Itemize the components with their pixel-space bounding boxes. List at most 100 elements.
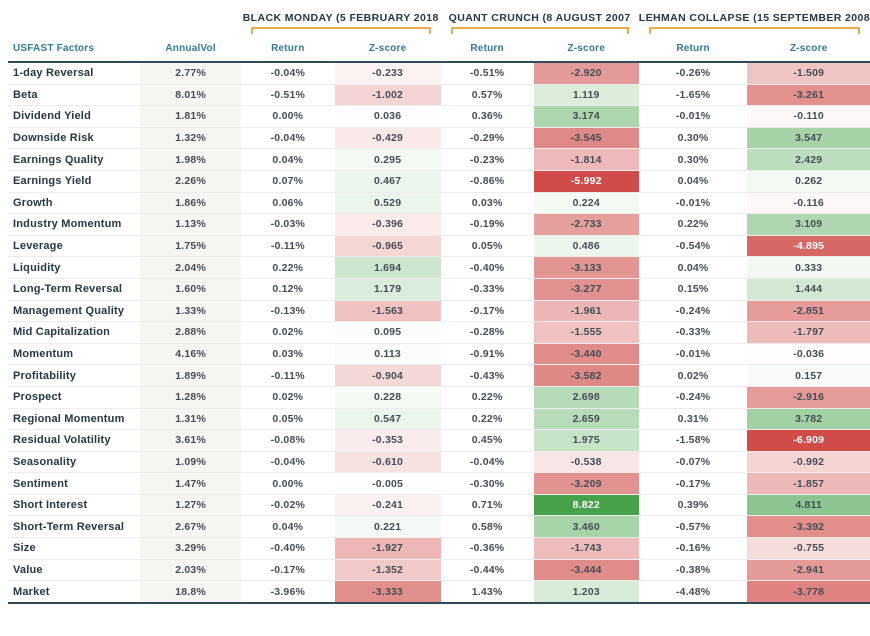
factor-name: Residual Volatility (8, 429, 141, 452)
zscore-value: -1.563 (334, 300, 441, 323)
zscore-value: 0.547 (334, 408, 441, 431)
return-value: -0.11% (240, 364, 335, 387)
return-value: -0.51% (440, 62, 534, 85)
return-value: 0.22% (440, 386, 534, 409)
zscore-value: -3.392 (747, 515, 870, 539)
return-value: -0.01% (638, 192, 748, 215)
group-bracket (648, 27, 860, 34)
zscore-value: -0.538 (533, 451, 639, 474)
zscore-value: -1.555 (533, 321, 639, 344)
factor-name: Long-Term Reversal (8, 278, 141, 301)
zscore-value: -1.814 (533, 148, 639, 171)
annual-vol-value: 1.27% (140, 494, 241, 517)
table-row: Residual Volatility 3.61% -0.08% -0.353 0.45… (8, 429, 870, 452)
annual-vol-value: 1.09% (140, 451, 241, 474)
return-value: 0.15% (638, 278, 748, 301)
annual-vol-value: 1.60% (140, 278, 241, 301)
group-bracket (450, 27, 629, 34)
annual-vol-value: 2.04% (140, 256, 241, 279)
annual-vol-value: 4.16% (140, 343, 241, 366)
factor-name: Seasonality (8, 451, 141, 474)
annual-vol-value: 1.32% (140, 127, 241, 150)
return-value: -3.96% (240, 580, 335, 604)
return-value: 0.05% (440, 235, 534, 258)
factor-name: Mid Capitalization (8, 321, 141, 344)
zscore-value: -0.353 (334, 429, 441, 452)
zscore-value: -0.116 (747, 192, 870, 215)
annual-vol-value: 1.28% (140, 386, 241, 409)
return-value: 0.57% (440, 84, 534, 107)
zscore-value: 0.467 (334, 170, 441, 193)
zscore-value: -1.002 (334, 84, 441, 107)
return-value: -0.13% (240, 300, 335, 323)
zscore-value: 2.698 (533, 386, 639, 409)
return-value: -1.58% (638, 429, 748, 452)
return-value: -0.03% (240, 213, 335, 236)
table-row: Long-Term Reversal 1.60% 0.12% 1.179 -0.33% -… (8, 278, 870, 301)
zscore-value: -3.444 (533, 559, 639, 582)
group-title-spacer (8, 6, 241, 34)
factor-name: Regional Momentum (8, 408, 141, 431)
table-row: Short-Term Reversal 2.67% 0.04% 0.221 0.58% 3… (8, 515, 870, 539)
factors-table: BLACK MONDAY (5 FEBRUARY 2018 QUANT CRUN… (8, 6, 870, 604)
return-value: -0.36% (440, 537, 534, 560)
table-row: Management Quality 1.33% -0.13% -1.563 -0.17… (8, 300, 870, 323)
annual-vol-value: 2.77% (140, 62, 241, 85)
zscore-value: 2.429 (747, 148, 870, 171)
zscore-value: -1.927 (334, 537, 441, 560)
column-header-zscore: Z-score (747, 34, 870, 63)
return-value: -0.54% (638, 235, 748, 258)
table-row: Downside Risk 1.32% -0.04% -0.429 -0.29% -3.5… (8, 127, 870, 150)
return-value: 0.07% (240, 170, 335, 193)
zscore-value: -0.992 (747, 451, 870, 474)
table-row: Momentum 4.16% 0.03% 0.113 -0.91% -3.440 -0.01… (8, 343, 870, 366)
annual-vol-value: 3.29% (140, 537, 241, 560)
zscore-value: 4.811 (747, 494, 870, 517)
return-value: 0.00% (240, 472, 335, 495)
return-value: -0.04% (240, 451, 335, 474)
zscore-value: -1.857 (747, 472, 870, 495)
return-value: -0.04% (440, 451, 534, 474)
zscore-value: -0.396 (334, 213, 441, 236)
table-row: Growth 1.86% 0.06% 0.529 0.03% 0.224 -0.01% -0.… (8, 192, 870, 215)
factor-name: Value (8, 559, 141, 582)
column-header-factors: USFAST Factors (8, 34, 141, 63)
group-title-quant-crunch: QUANT CRUNCH (8 AUGUST 2007 (441, 6, 639, 34)
zscore-value: 3.174 (533, 105, 639, 128)
zscore-value: -0.005 (334, 472, 441, 495)
zscore-value: 1.119 (533, 84, 639, 107)
factor-name: Size (8, 537, 141, 560)
zscore-value: 1.975 (533, 429, 639, 452)
annual-vol-value: 1.81% (140, 105, 241, 128)
return-value: 0.71% (440, 494, 534, 517)
return-value: -0.01% (638, 105, 748, 128)
group-title-text: LEHMAN COLLAPSE (15 SEPTEMBER 2008 (638, 12, 870, 24)
zscore-value: 2.659 (533, 408, 639, 431)
return-value: 0.04% (638, 170, 748, 193)
return-value: -0.04% (240, 62, 335, 85)
annual-vol-value: 2.03% (140, 559, 241, 582)
factor-name: Leverage (8, 235, 141, 258)
factor-name: Short-Term Reversal (8, 515, 141, 539)
return-value: 0.45% (440, 429, 534, 452)
column-header-zscore: Z-score (334, 34, 441, 63)
zscore-value: 0.113 (334, 343, 441, 366)
zscore-value: 0.095 (334, 321, 441, 344)
table-row: Seasonality 1.09% -0.04% -0.610 -0.04% -0.538… (8, 451, 870, 474)
group-title-lehman-collapse: LEHMAN COLLAPSE (15 SEPTEMBER 2008 (639, 6, 870, 34)
table-row: Size 3.29% -0.40% -1.927 -0.36% -1.743 -0.16% -… (8, 537, 870, 560)
zscore-value: -0.965 (334, 235, 441, 258)
zscore-value: -2.851 (747, 300, 870, 323)
column-header-return: Return (240, 34, 335, 63)
factor-name: Management Quality (8, 300, 141, 323)
factor-name: Growth (8, 192, 141, 215)
zscore-value: -2.916 (747, 386, 870, 409)
return-value: -0.33% (638, 321, 748, 344)
zscore-value: 0.486 (533, 235, 639, 258)
return-value: 0.04% (240, 148, 335, 171)
factor-name: Downside Risk (8, 127, 141, 150)
zscore-value: -3.778 (747, 580, 870, 604)
column-header-return: Return (440, 34, 534, 63)
zscore-value: -1.961 (533, 300, 639, 323)
zscore-value: 0.333 (747, 256, 870, 279)
